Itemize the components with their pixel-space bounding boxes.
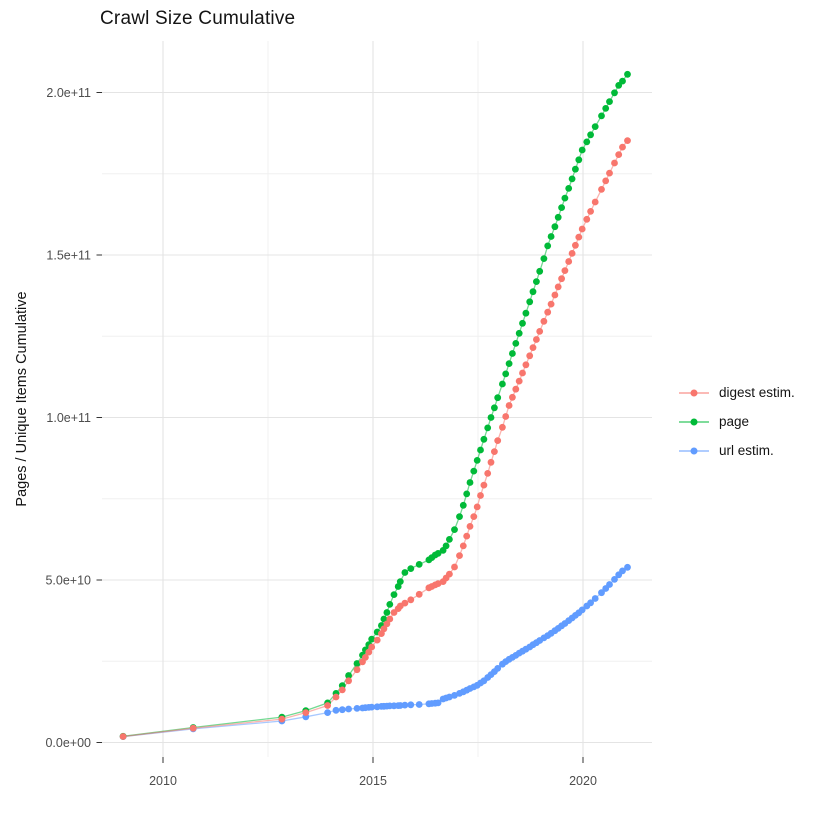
- legend-item-url-estim: url estim.: [678, 436, 795, 465]
- legend-item-page: page: [678, 407, 795, 436]
- gridlines-major: [102, 41, 652, 757]
- svg-text:2015: 2015: [359, 774, 387, 788]
- svg-text:2020: 2020: [569, 774, 597, 788]
- gridlines-minor: [102, 41, 652, 757]
- legend-key-swatch: [678, 415, 710, 429]
- x-axis-tick-labels: 2010 2015 2020: [149, 774, 597, 788]
- series-points-digest-estim: [119, 137, 631, 740]
- chart-title: Crawl Size Cumulative: [100, 8, 296, 29]
- svg-text:2010: 2010: [149, 774, 177, 788]
- legend-label: digest estim.: [719, 385, 795, 400]
- svg-text:0.0e+00: 0.0e+00: [45, 736, 91, 750]
- legend-label: url estim.: [719, 443, 774, 458]
- svg-text:5.0e+10: 5.0e+10: [45, 574, 91, 588]
- axis-ticks: [96, 92, 584, 763]
- y-axis-tick-labels: 0.0e+00 5.0e+10 1.0e+11 1.5e+11 2.0e+11: [45, 86, 91, 750]
- series-line-digest-estim: [123, 140, 629, 738]
- svg-text:1.0e+11: 1.0e+11: [46, 411, 91, 425]
- series-points-page: [119, 70, 631, 740]
- legend-label: page: [719, 414, 750, 429]
- legend-key-swatch: [678, 386, 710, 400]
- legend: digest estim. page url estim.: [678, 378, 795, 465]
- series-points-url-estim: [119, 563, 631, 740]
- svg-text:1.5e+11: 1.5e+11: [46, 249, 91, 263]
- series-line-url-estim: [123, 566, 628, 738]
- svg-text:2.0e+11: 2.0e+11: [46, 86, 91, 100]
- legend-key-swatch: [678, 444, 710, 458]
- legend-item-digest-estim: digest estim.: [678, 378, 795, 407]
